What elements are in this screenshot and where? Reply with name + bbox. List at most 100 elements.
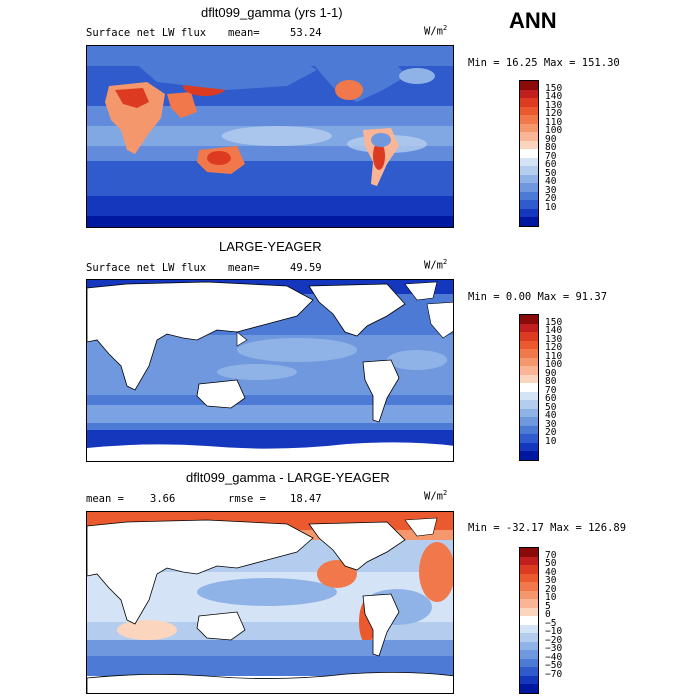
- colorbar-segment: [520, 332, 538, 341]
- colorbar-tick-label: 130: [545, 99, 563, 111]
- colorbar-tick-label: 150: [545, 316, 563, 328]
- colorbar-segment: [520, 200, 538, 209]
- colorbar-tick-label: −5: [545, 617, 557, 629]
- colorbar-tick-label: 40: [545, 410, 557, 421]
- colorbar-tick-label: 100: [545, 359, 563, 370]
- season-label: ANN: [509, 8, 557, 33]
- panel-2-colorbar: [519, 314, 539, 461]
- panel-3-rmse-label: rmse =: [228, 493, 266, 505]
- colorbar-segment: [520, 81, 538, 90]
- colorbar-segment: [520, 98, 538, 107]
- colorbar-segment: [520, 667, 538, 676]
- colorbar-tick-label: 110: [545, 116, 563, 128]
- colorbar-tick-label: 90: [545, 133, 557, 145]
- colorbar-segment: [520, 132, 538, 141]
- panel-3-map: [86, 511, 454, 694]
- colorbar-tick-label: 50: [545, 167, 557, 179]
- panel-3-mean-value: 3.66: [150, 493, 176, 505]
- panel-2-minmax: Min = 0.00 Max = 91.37: [468, 291, 608, 303]
- panel-1-mean-value: 53.24: [290, 27, 322, 39]
- colorbar-segment: [520, 315, 538, 324]
- colorbar-tick-label: 0: [545, 609, 551, 620]
- colorbar-segment: [520, 565, 538, 574]
- colorbar-tick-label: 140: [545, 325, 563, 336]
- colorbar-segment: [520, 208, 538, 217]
- colorbar-tick-label: 60: [545, 393, 557, 404]
- panel-3-minmax: Min = -32.17 Max = 126.89: [468, 522, 627, 534]
- panel-1-map: [86, 45, 454, 228]
- colorbar-segment: [520, 357, 538, 366]
- colorbar-segment: [520, 417, 538, 426]
- colorbar-tick-label: 20: [545, 193, 557, 204]
- colorbar-segment: [520, 366, 538, 375]
- panel-2-variable: Surface net LW flux: [86, 262, 207, 274]
- colorbar-segment: [520, 590, 538, 599]
- panel-2-title: LARGE-YEAGER: [219, 239, 322, 254]
- colorbar-segment: [520, 140, 538, 149]
- colorbar-tick-label: −30: [545, 643, 563, 654]
- colorbar-segment: [520, 451, 538, 460]
- colorbar-tick-label: 70: [545, 549, 557, 561]
- panel-1-title: dflt099_gamma (yrs 1-1): [201, 5, 343, 20]
- panel-3-mean-label: mean =: [86, 493, 124, 505]
- colorbar-segment: [520, 149, 538, 158]
- colorbar-tick-label: 5: [545, 600, 551, 612]
- colorbar-segment: [520, 191, 538, 200]
- colorbar-segment: [520, 442, 538, 451]
- colorbar-segment: [520, 349, 538, 358]
- colorbar-segment: [520, 340, 538, 349]
- colorbar-segment: [520, 573, 538, 582]
- colorbar-segment: [520, 650, 538, 659]
- panel-2-mean-label: mean=: [228, 262, 260, 274]
- colorbar-segment: [520, 115, 538, 124]
- colorbar-segment: [520, 599, 538, 608]
- colorbar-tick-label: 120: [545, 108, 563, 119]
- colorbar-tick-label: 50: [545, 401, 557, 413]
- colorbar-segment: [520, 684, 538, 693]
- colorbar-segment: [520, 183, 538, 192]
- colorbar-segment: [520, 174, 538, 183]
- panel-3-units: W/m2: [424, 489, 448, 503]
- colorbar-segment: [520, 434, 538, 443]
- colorbar-tick-label: 70: [545, 150, 557, 162]
- colorbar-segment: [520, 582, 538, 591]
- colorbar-segment: [520, 400, 538, 409]
- colorbar-segment: [520, 658, 538, 667]
- colorbar-tick-label: 60: [545, 159, 557, 170]
- colorbar-tick-label: 10: [545, 592, 557, 603]
- colorbar-tick-label: 10: [545, 201, 557, 213]
- colorbar-tick-label: 20: [545, 427, 557, 438]
- colorbar-segment: [520, 641, 538, 650]
- colorbar-segment: [520, 323, 538, 332]
- colorbar-tick-label: 90: [545, 367, 557, 379]
- panel-2-units: W/m2: [424, 258, 448, 272]
- colorbar-segment: [520, 217, 538, 226]
- colorbar-tick-label: −10: [545, 626, 563, 637]
- colorbar-tick-label: 20: [545, 583, 557, 595]
- colorbar-segment: [520, 408, 538, 417]
- panel-1-variable: Surface net LW flux: [86, 27, 207, 39]
- colorbar-segment: [520, 624, 538, 633]
- colorbar-segment: [520, 675, 538, 684]
- colorbar-tick-label: −20: [545, 634, 563, 646]
- colorbar-tick-label: 120: [545, 342, 563, 353]
- colorbar-segment: [520, 616, 538, 625]
- panel-1-colorbar: [519, 80, 539, 227]
- colorbar-tick-label: 50: [545, 558, 557, 569]
- colorbar-segment: [520, 123, 538, 132]
- colorbar-segment: [520, 548, 538, 557]
- colorbar-tick-label: 100: [545, 125, 563, 136]
- colorbar-tick-label: 80: [545, 376, 557, 387]
- colorbar-tick-label: 40: [545, 566, 557, 578]
- colorbar-tick-label: 40: [545, 176, 557, 187]
- colorbar-segment: [520, 633, 538, 642]
- colorbar-tick-label: 70: [545, 384, 557, 396]
- colorbar-tick-label: 150: [545, 82, 563, 94]
- colorbar-segment: [520, 556, 538, 565]
- panel-3-rmse-value: 18.47: [290, 493, 322, 505]
- panel-2-map: [86, 279, 454, 462]
- colorbar-tick-label: 110: [545, 350, 563, 362]
- colorbar-segment: [520, 166, 538, 175]
- colorbar-tick-label: 30: [545, 418, 557, 430]
- colorbar-tick-label: −50: [545, 660, 563, 671]
